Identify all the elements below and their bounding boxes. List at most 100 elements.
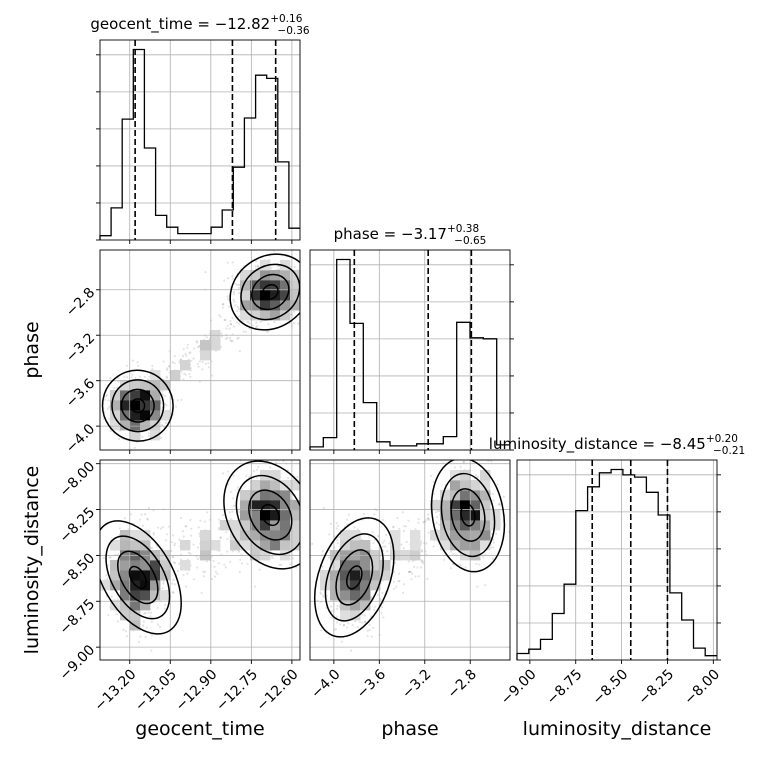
- scatter-point: [217, 528, 220, 531]
- scatter-point: [370, 635, 373, 638]
- scatter-point: [109, 430, 112, 433]
- scatter-point: [303, 508, 305, 510]
- scatter-point: [383, 539, 386, 543]
- scatter-point: [118, 437, 121, 440]
- scatter-point: [219, 315, 222, 319]
- scatter-point: [231, 277, 235, 280]
- scatter-point: [476, 476, 479, 479]
- scatter-point: [293, 265, 296, 268]
- density-cell: [130, 420, 141, 431]
- scatter-point: [201, 368, 204, 371]
- scatter-point: [336, 605, 339, 608]
- scatter-point: [146, 517, 149, 520]
- scatter-point: [161, 587, 164, 590]
- scatter-point: [414, 575, 417, 578]
- scatter-point: [143, 513, 147, 516]
- scatter-point: [229, 323, 232, 326]
- scatter-point: [221, 513, 224, 517]
- scatter-point: [180, 398, 183, 401]
- scatter-point: [282, 460, 285, 463]
- scatter-point: [188, 372, 191, 376]
- scatter-point: [156, 606, 159, 609]
- density-cell: [110, 410, 121, 421]
- scatter-point: [231, 275, 234, 278]
- scatter-point: [373, 608, 376, 611]
- scatter-point: [214, 570, 217, 573]
- scatter-point: [176, 399, 179, 402]
- scatter-point: [280, 563, 283, 566]
- scatter-point: [108, 556, 111, 559]
- scatter-point: [405, 540, 408, 544]
- scatter-point: [224, 318, 227, 321]
- scatter-point: [402, 583, 405, 586]
- scatter-point: [427, 513, 430, 516]
- scatter-point: [165, 404, 168, 407]
- scatter-point: [319, 591, 322, 594]
- scatter-point: [165, 375, 168, 378]
- scatter-point: [335, 615, 338, 618]
- scatter-point: [196, 566, 199, 569]
- scatter-point: [200, 591, 203, 595]
- scatter-point: [141, 524, 144, 528]
- scatter-point: [351, 623, 354, 627]
- scatter-point: [171, 555, 174, 558]
- scatter-point: [267, 323, 270, 326]
- scatter-point: [164, 394, 167, 398]
- scatter-point: [427, 517, 430, 520]
- scatter-point: [138, 375, 141, 378]
- scatter-point: [207, 362, 210, 365]
- scatter-point: [166, 367, 169, 370]
- scatter-point: [273, 320, 276, 324]
- scatter-point: [223, 279, 226, 282]
- scatter-point: [137, 640, 140, 643]
- scatter-point: [106, 577, 109, 581]
- scatter-point: [162, 580, 165, 583]
- scatter-point: [392, 526, 395, 529]
- scatter-point: [304, 326, 306, 328]
- scatter-point: [491, 492, 495, 496]
- scatter-point: [435, 510, 438, 514]
- scatter-point: [171, 534, 174, 537]
- scatter-point: [435, 521, 438, 525]
- scatter-point: [156, 545, 159, 548]
- scatter-point: [403, 525, 406, 528]
- scatter-point: [420, 550, 424, 553]
- scatter-point: [140, 513, 143, 516]
- scatter-point: [225, 327, 228, 330]
- scatter-point: [228, 511, 231, 514]
- scatter-point: [304, 299, 306, 301]
- scatter-point: [165, 376, 168, 379]
- scatter-point: [110, 595, 113, 598]
- scatter-point: [426, 577, 429, 581]
- scatter-point: [237, 336, 240, 339]
- scatter-point: [196, 362, 199, 365]
- scatter-point: [226, 261, 229, 264]
- scatter-point: [158, 626, 162, 629]
- scatter-point: [142, 620, 145, 623]
- scatter-point: [229, 560, 232, 563]
- scatter-point: [258, 455, 260, 457]
- scatter-point: [231, 340, 234, 343]
- scatter-point: [450, 550, 453, 553]
- scatter-point: [335, 621, 339, 624]
- scatter-point: [370, 615, 373, 618]
- scatter-point: [181, 530, 185, 533]
- scatter-point: [127, 528, 130, 531]
- scatter-point: [302, 292, 304, 294]
- scatter-point: [382, 518, 385, 522]
- scatter-point: [459, 563, 462, 567]
- scatter-point: [304, 501, 306, 503]
- scatter-point: [130, 513, 133, 516]
- scatter-point: [335, 527, 338, 530]
- density-cell: [110, 390, 121, 401]
- scatter-point: [226, 298, 230, 301]
- scatter-point: [185, 585, 188, 588]
- scatter-point: [161, 526, 164, 529]
- scatter-point: [206, 511, 209, 514]
- scatter-point: [232, 325, 235, 328]
- scatter-point: [226, 324, 229, 327]
- scatter-point: [186, 346, 189, 349]
- scatter-point: [133, 446, 136, 449]
- scatter-point: [372, 626, 375, 629]
- scatter-point: [363, 620, 366, 623]
